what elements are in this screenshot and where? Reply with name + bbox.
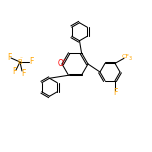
Text: ⁺: ⁺ bbox=[62, 59, 65, 64]
Text: F: F bbox=[7, 52, 11, 62]
Text: F: F bbox=[113, 88, 117, 97]
Text: ⁻: ⁻ bbox=[20, 57, 23, 62]
Text: F: F bbox=[21, 69, 25, 78]
Text: CF: CF bbox=[122, 54, 130, 59]
Text: F: F bbox=[29, 57, 33, 66]
Text: O: O bbox=[58, 59, 63, 69]
Text: F: F bbox=[12, 67, 16, 76]
Text: B: B bbox=[18, 59, 22, 64]
Text: 3: 3 bbox=[129, 56, 132, 61]
